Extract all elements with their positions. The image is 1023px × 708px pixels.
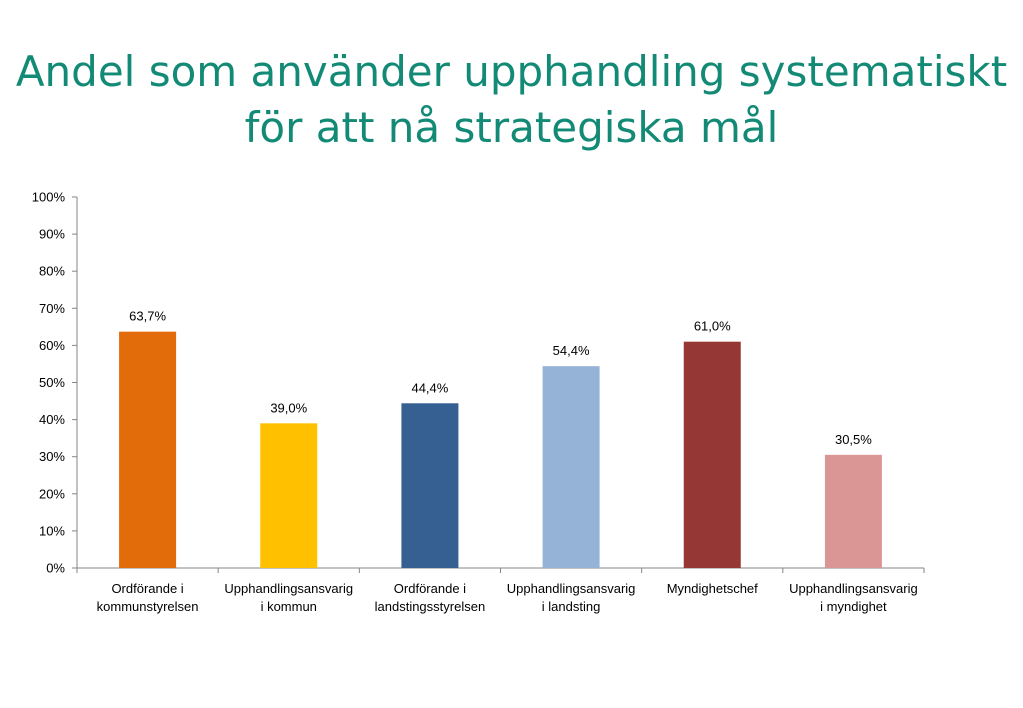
y-tick-label: 10%: [39, 523, 65, 538]
data-label: 54,4%: [553, 343, 590, 358]
bar: [119, 331, 177, 568]
data-label: 30,5%: [835, 432, 872, 447]
y-tick-label: 90%: [39, 227, 65, 242]
category-label: Myndighetschef: [667, 581, 758, 596]
bar: [260, 423, 318, 568]
slide-title-line-2: för att nå strategiska mål: [244, 103, 779, 152]
y-tick-label: 50%: [39, 375, 65, 390]
y-tick-label: 20%: [39, 486, 65, 501]
data-label: 44,4%: [411, 380, 448, 395]
category-label: Upphandlingsansvarig i myndighet: [789, 581, 918, 614]
bar: [542, 366, 600, 568]
y-tick-label: 70%: [39, 301, 65, 316]
y-tick-label: 100%: [32, 190, 66, 205]
category-label: Ordförande i kommunstyrelsen: [97, 581, 199, 614]
data-label: 63,7%: [129, 309, 166, 324]
slide-title: Andel som använder upphandling systemati…: [0, 44, 1023, 156]
data-label: 39,0%: [270, 400, 307, 415]
category-label: Ordförande i landstingsstyrelsen: [375, 581, 486, 614]
bar: [824, 454, 882, 568]
category-label: Upphandlingsansvarig i landsting: [507, 581, 636, 614]
y-tick-label: 30%: [39, 449, 65, 464]
y-tick-label: 0%: [46, 561, 65, 576]
data-label: 61,0%: [694, 319, 731, 334]
slide-title-line-1: Andel som använder upphandling systemati…: [15, 47, 1008, 96]
bar: [401, 403, 459, 568]
y-tick-label: 60%: [39, 338, 65, 353]
y-tick-label: 40%: [39, 412, 65, 427]
bar: [683, 341, 741, 568]
category-label: Upphandlingsansvarig i kommun: [224, 581, 353, 614]
y-tick-label: 80%: [39, 264, 65, 279]
